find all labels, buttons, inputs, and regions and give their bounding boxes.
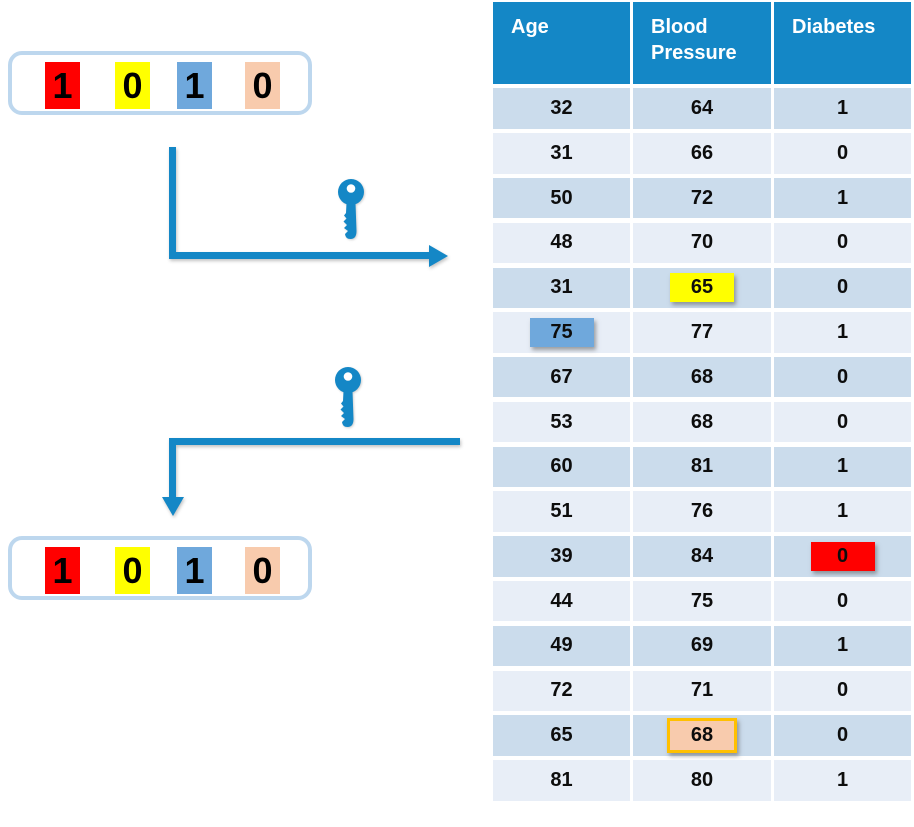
table-cell: 84 <box>633 536 771 577</box>
table-cell: 0 <box>774 133 911 174</box>
table-cell: 77 <box>633 312 771 353</box>
bit-cell-red: 1 <box>45 62 80 109</box>
table-cell: 50 <box>493 177 630 219</box>
table-cell: 53 <box>493 401 630 443</box>
table-cell: 31 <box>493 133 630 174</box>
arrow-horizontal-segment <box>169 438 460 445</box>
red-highlight: 0 <box>810 541 875 571</box>
table-cell: 0 <box>774 222 911 264</box>
arrow-vertical-segment <box>169 147 176 259</box>
table-cell: 1 <box>774 491 911 532</box>
key-icon <box>335 367 361 427</box>
table-cell: 1 <box>774 88 911 129</box>
table-cell: 0 <box>774 580 911 622</box>
table-cell: 68 <box>633 715 771 756</box>
table-cell: 1 <box>774 760 911 801</box>
table-cell: 1 <box>774 177 911 219</box>
header-cell: Diabetes <box>774 2 911 84</box>
table-cell: 81 <box>633 446 771 488</box>
table-cell: 60 <box>493 446 630 488</box>
table-cell: 75 <box>493 312 630 353</box>
bit-cell-blue: 1 <box>177 547 212 594</box>
table-cell: 65 <box>493 715 630 756</box>
bit-cell-yellow: 0 <box>115 547 150 594</box>
yellow-highlight: 65 <box>670 273 734 303</box>
header-cell: Blood Pressure <box>633 2 771 84</box>
key-icon <box>338 179 364 239</box>
table-cell: 44 <box>493 580 630 622</box>
arrow-horizontal-segment <box>169 252 430 259</box>
bit-cell-peach: 0 <box>245 62 280 109</box>
table-cell: 0 <box>774 401 911 443</box>
table-cell: 66 <box>633 133 771 174</box>
table-cell: 75 <box>633 580 771 622</box>
table-cell: 0 <box>774 357 911 398</box>
table-cell: 0 <box>774 715 911 756</box>
table-cell: 0 <box>774 536 911 577</box>
bit-cell-yellow: 0 <box>115 62 150 109</box>
table-cell: 70 <box>633 222 771 264</box>
table-cell: 80 <box>633 760 771 801</box>
table-cell: 72 <box>633 177 771 219</box>
table-cell: 81 <box>493 760 630 801</box>
table-cell: 0 <box>774 670 911 711</box>
arrowhead-right <box>429 244 448 267</box>
table-cell: 64 <box>633 88 771 129</box>
table-cell: 72 <box>493 670 630 711</box>
table-cell: 1 <box>774 446 911 488</box>
bit-cell-red: 1 <box>45 547 80 594</box>
data-table: Age Blood Pressure Diabetes 32 64 1 31 66 0 50 72 1… <box>493 2 911 801</box>
table-cell: 31 <box>493 267 630 308</box>
table-cell: 49 <box>493 625 630 667</box>
table-cell: 1 <box>774 312 911 353</box>
blue-highlight: 75 <box>529 317 594 347</box>
table-cell: 68 <box>633 401 771 443</box>
table-cell: 1 <box>774 625 911 667</box>
bit-cell-blue: 1 <box>177 62 212 109</box>
table-cell: 32 <box>493 88 630 129</box>
table-cell: 68 <box>633 357 771 398</box>
peach-highlight: 68 <box>667 718 737 754</box>
arrow-vertical-segment <box>169 438 176 498</box>
header-cell: Age <box>493 2 630 84</box>
table-cell: 39 <box>493 536 630 577</box>
table-cell: 76 <box>633 491 771 532</box>
arrowhead-down <box>161 497 184 516</box>
table-cell: 51 <box>493 491 630 532</box>
bit-cell-peach: 0 <box>245 547 280 594</box>
table-cell: 69 <box>633 625 771 667</box>
table-cell: 0 <box>774 267 911 308</box>
table-cell: 65 <box>633 267 771 308</box>
table-cell: 67 <box>493 357 630 398</box>
table-cell: 71 <box>633 670 771 711</box>
table-cell: 48 <box>493 222 630 264</box>
